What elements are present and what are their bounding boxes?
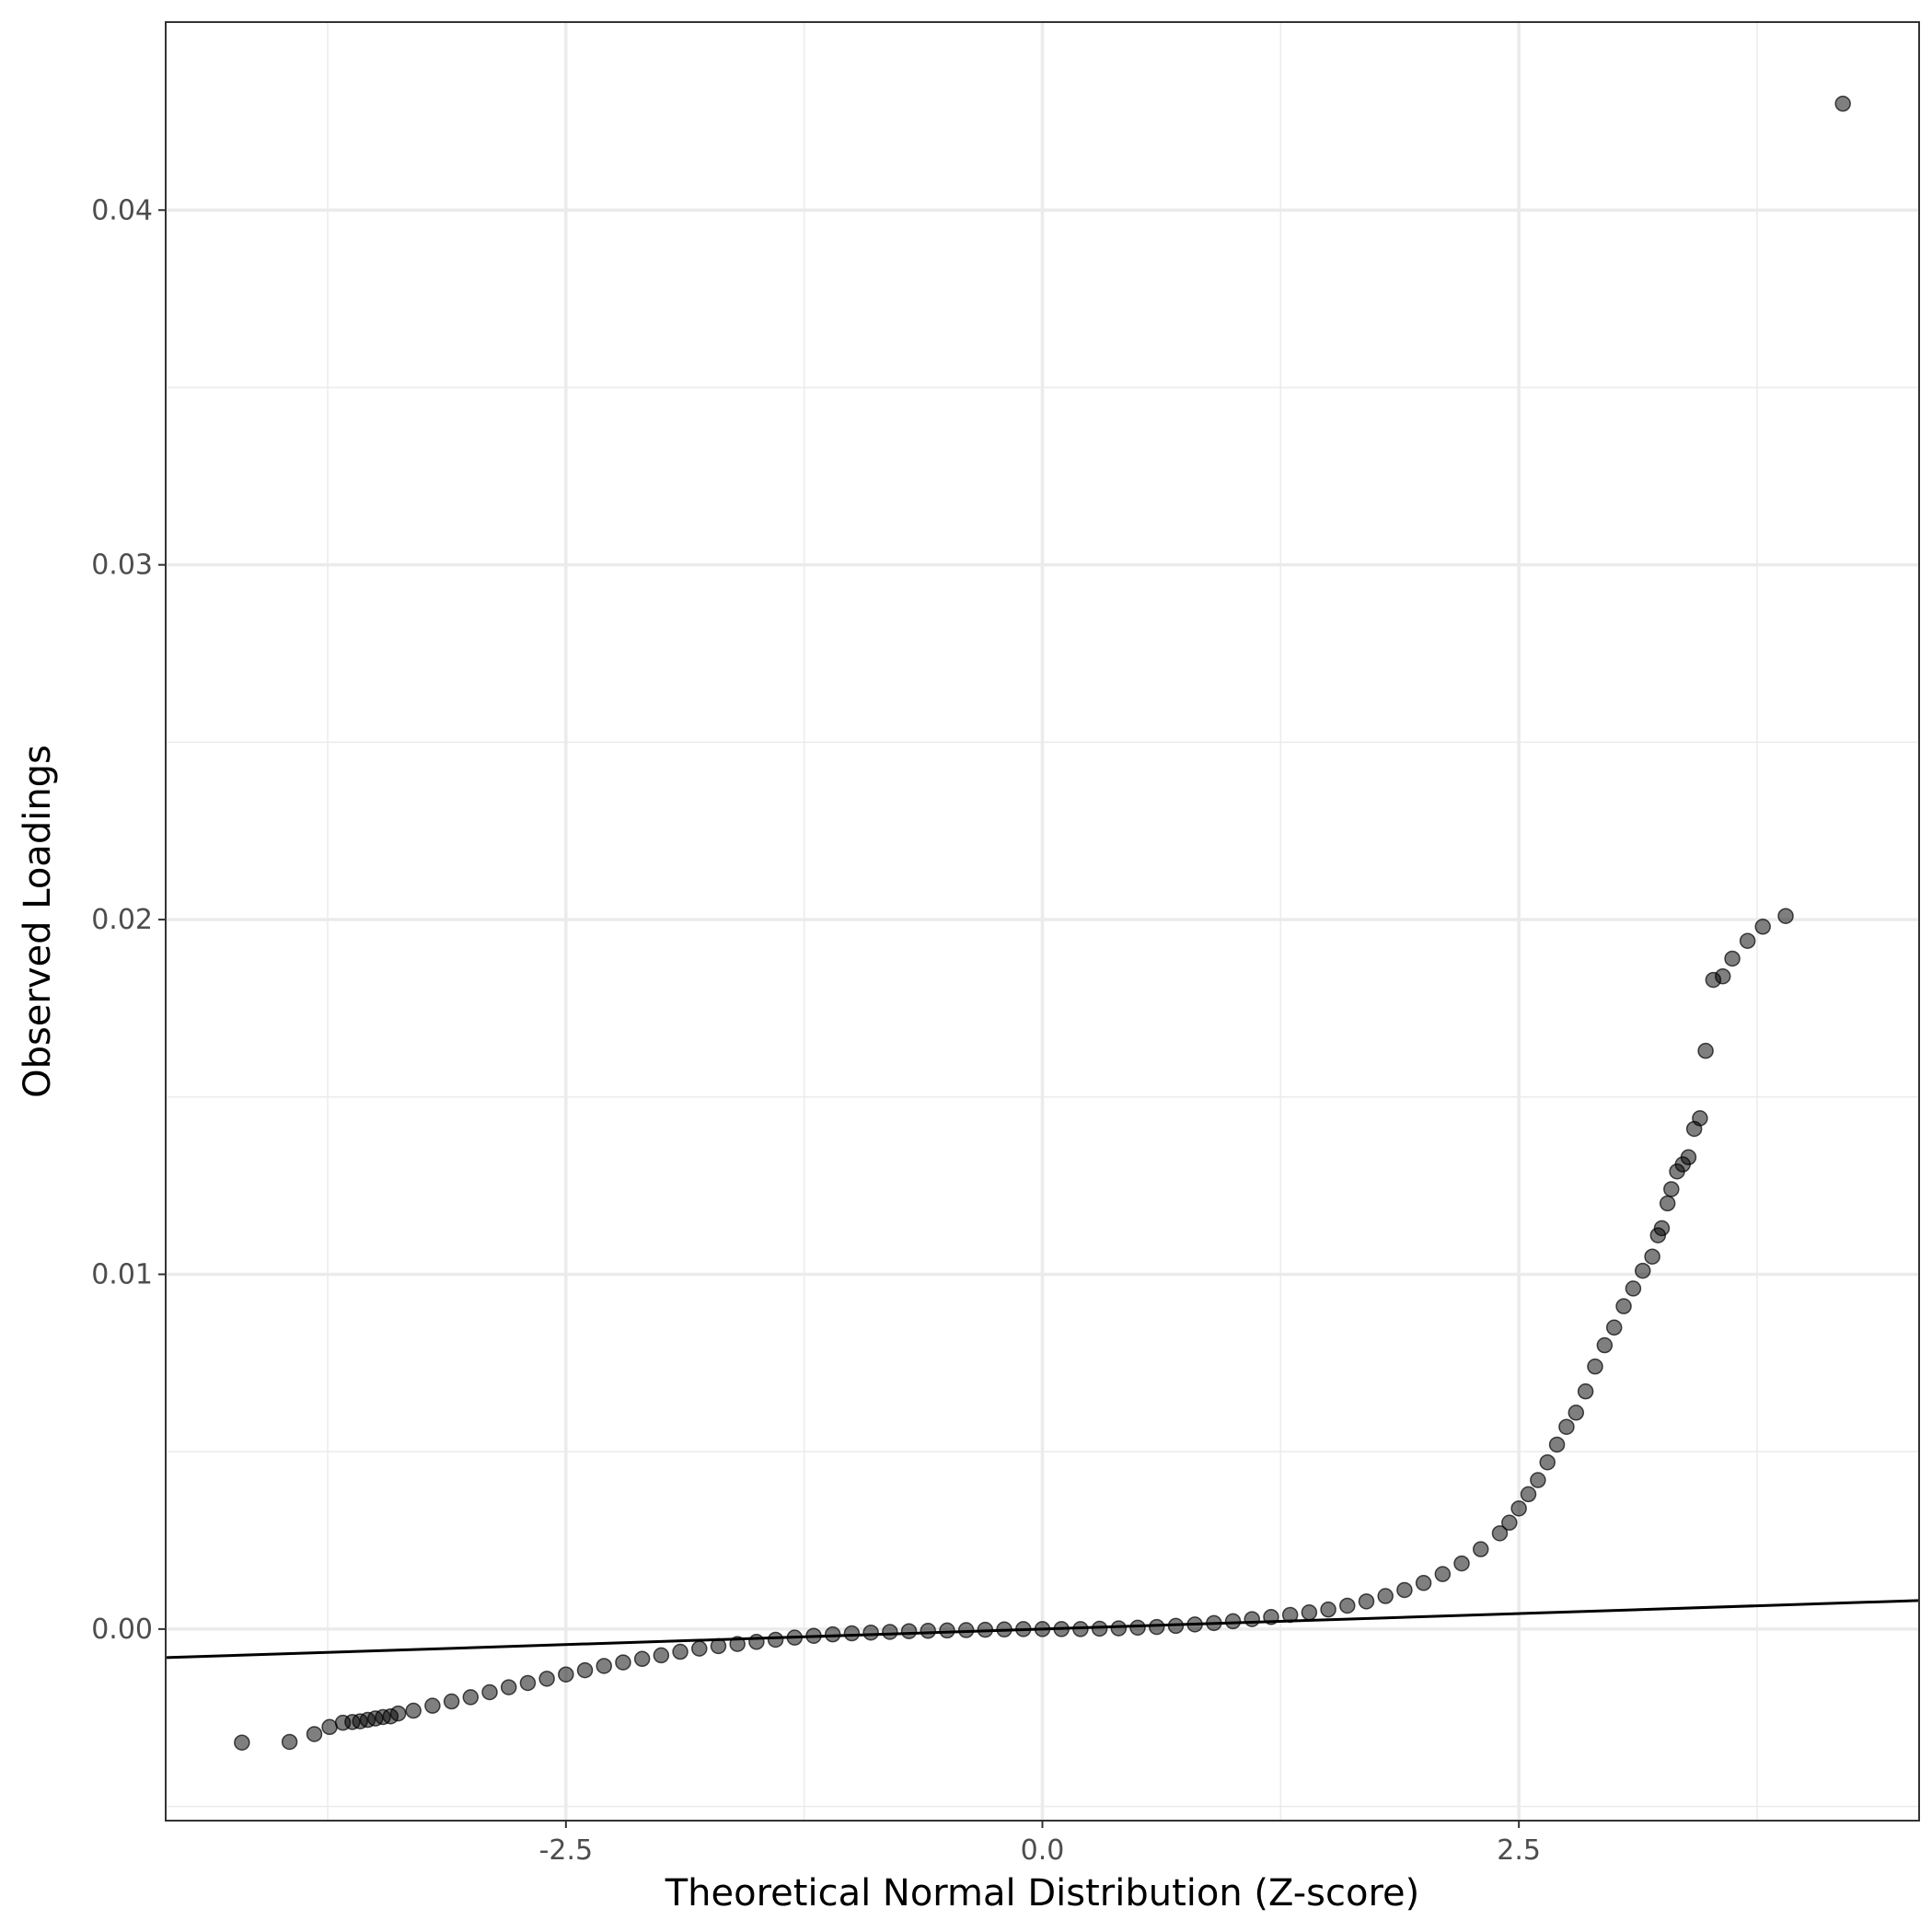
data-point xyxy=(234,1734,250,1751)
major-gridlines xyxy=(166,22,1919,1821)
data-point xyxy=(1320,1601,1336,1618)
y-tick-label: 0.03 xyxy=(91,550,153,582)
data-point xyxy=(1777,908,1794,924)
data-point xyxy=(1739,932,1756,949)
data-point xyxy=(1491,1525,1509,1542)
data-point xyxy=(1501,1514,1518,1532)
data-point xyxy=(1358,1593,1375,1610)
data-point xyxy=(653,1647,670,1664)
data-point xyxy=(1605,1319,1623,1336)
data-point xyxy=(1692,1110,1708,1127)
x-tick-label: -2.5 xyxy=(539,1834,594,1867)
data-point xyxy=(1663,1181,1680,1197)
data-point xyxy=(748,1634,765,1650)
y-tick-label: 0.01 xyxy=(91,1258,153,1290)
data-point xyxy=(321,1718,338,1736)
data-point xyxy=(939,1622,955,1639)
data-point xyxy=(1129,1619,1146,1637)
data-point xyxy=(462,1689,480,1706)
data-point xyxy=(1625,1280,1642,1297)
data-point xyxy=(281,1733,298,1751)
data-point xyxy=(1644,1248,1660,1265)
data-point xyxy=(1520,1486,1537,1503)
data-point xyxy=(615,1654,631,1671)
y-tick-label: 0.00 xyxy=(91,1614,153,1646)
data-point xyxy=(672,1643,688,1660)
data-point xyxy=(920,1623,937,1639)
data-point xyxy=(538,1671,555,1687)
data-point xyxy=(633,1650,651,1668)
data-point xyxy=(1244,1611,1261,1627)
data-point xyxy=(843,1625,861,1642)
reference-line xyxy=(165,1599,1920,1660)
data-point xyxy=(1635,1262,1651,1279)
data-point xyxy=(1224,1613,1242,1630)
data-point xyxy=(1754,919,1771,935)
data-point xyxy=(1724,950,1741,967)
data-point xyxy=(576,1661,594,1679)
data-point xyxy=(1558,1418,1575,1435)
data-point xyxy=(1415,1575,1432,1591)
data-point xyxy=(1568,1405,1585,1421)
data-point xyxy=(1659,1195,1676,1212)
data-point xyxy=(424,1697,441,1714)
y-tick-label: 0.04 xyxy=(91,194,153,226)
data-point xyxy=(500,1679,517,1695)
data-point xyxy=(1577,1382,1594,1400)
data-point xyxy=(900,1623,918,1639)
data-point xyxy=(1548,1436,1566,1453)
data-point xyxy=(1434,1566,1452,1582)
x-axis: -2.5 0.0 2.5 xyxy=(539,1821,1541,1867)
data-point xyxy=(1530,1472,1546,1488)
data-point xyxy=(1615,1298,1632,1314)
data-point xyxy=(1653,1220,1671,1237)
data-point xyxy=(1596,1336,1614,1354)
data-point xyxy=(691,1640,708,1657)
data-point xyxy=(882,1624,898,1640)
data-point xyxy=(1148,1618,1165,1636)
data-point xyxy=(389,1705,407,1722)
y-axis-title: Observed Loadings xyxy=(17,745,59,1098)
x-axis-title: Theoretical Normal Distribution (Z-score… xyxy=(665,1872,1420,1915)
data-point xyxy=(1453,1555,1470,1572)
data-point xyxy=(519,1674,537,1692)
data-point xyxy=(1301,1604,1318,1621)
data-point xyxy=(767,1631,784,1649)
y-tick-label: 0.02 xyxy=(91,904,153,936)
data-point xyxy=(306,1726,323,1742)
data-point xyxy=(862,1624,879,1641)
data-point xyxy=(1473,1541,1489,1557)
data-point xyxy=(1714,967,1731,985)
x-tick-label: 2.5 xyxy=(1497,1834,1541,1867)
data-point xyxy=(1110,1620,1128,1637)
data-point xyxy=(1834,95,1851,112)
data-point xyxy=(1539,1453,1556,1471)
data-point xyxy=(481,1683,498,1701)
data-point xyxy=(1396,1581,1413,1599)
data-point xyxy=(558,1666,574,1683)
data-point xyxy=(1339,1597,1356,1614)
data-point xyxy=(1510,1500,1527,1517)
data-point xyxy=(405,1702,422,1719)
data-point xyxy=(1680,1149,1697,1166)
y-axis: 0.00 0.01 0.02 0.03 0.04 xyxy=(91,194,166,1646)
data-point xyxy=(1377,1588,1394,1604)
data-point xyxy=(596,1658,612,1674)
data-point xyxy=(443,1693,460,1710)
x-tick-label: 0.0 xyxy=(1021,1834,1065,1867)
data-point xyxy=(1697,1042,1714,1059)
data-point xyxy=(1587,1358,1603,1375)
